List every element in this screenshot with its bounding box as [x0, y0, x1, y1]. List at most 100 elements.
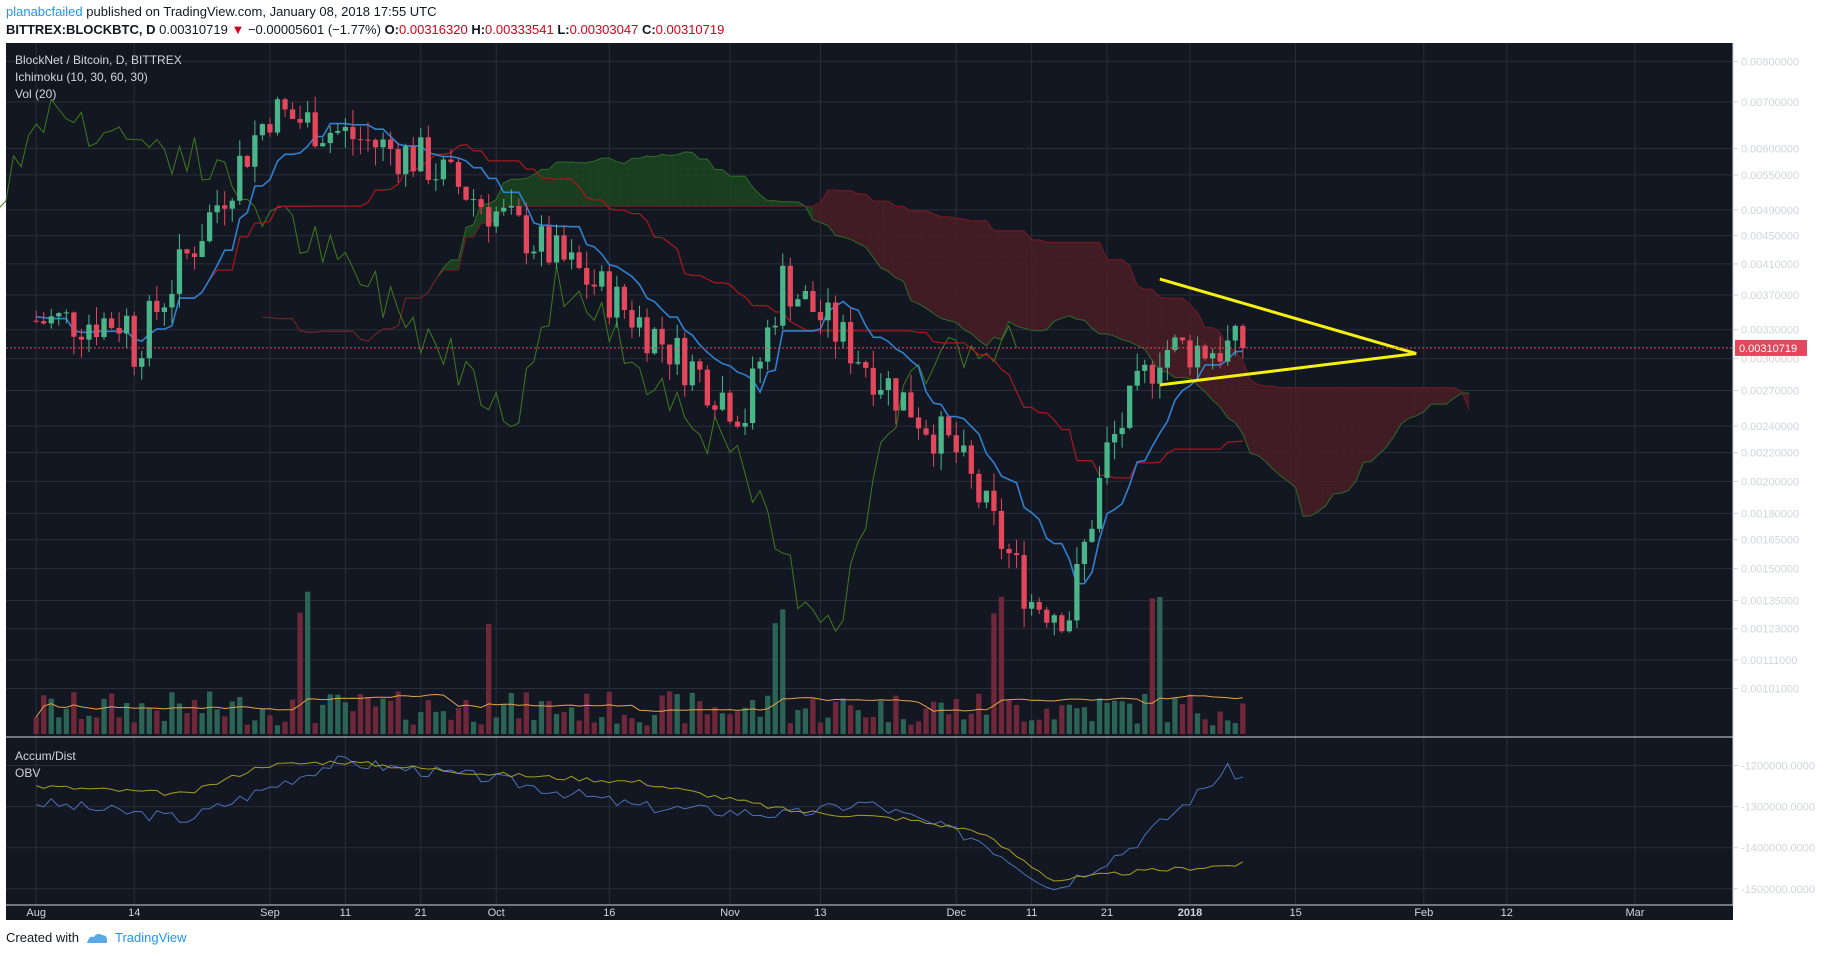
cloud-segment: [971, 220, 979, 341]
lower-axis-label: -1300000.0000: [1741, 802, 1815, 814]
candle-body: [1134, 370, 1140, 386]
lower-axis-label: -1400000.0000: [1741, 843, 1815, 855]
volume-bar: [591, 722, 597, 734]
price-axis-label: 0.00123000: [1741, 624, 1799, 636]
volume-bar: [1021, 721, 1027, 734]
candle-body: [297, 118, 303, 123]
cloud-segment: [933, 213, 942, 319]
volume-bar: [621, 714, 628, 734]
volume-bar: [1104, 702, 1110, 734]
cloud-segment: [828, 190, 836, 236]
cloud-segment: [767, 200, 776, 207]
candle-body: [749, 368, 756, 424]
candle-body: [599, 271, 605, 287]
time-axis-label: 12: [1501, 907, 1513, 919]
volume-bar: [757, 716, 763, 734]
volume-bar: [712, 707, 718, 734]
volume-bar: [1127, 703, 1133, 734]
candle-body: [893, 378, 899, 411]
price-axis-label: 0.00490000: [1741, 205, 1799, 217]
candle-body: [1194, 345, 1201, 368]
volume-bar: [1172, 697, 1178, 734]
chart-area[interactable]: 0.00800000 0.00700000 0.00600000 0.00550000…: [0, 43, 1824, 920]
candle-body: [131, 315, 137, 367]
candle-body: [63, 312, 69, 314]
candle-body: [410, 146, 416, 172]
cloud-segment: [1076, 242, 1085, 321]
tradingview-link[interactable]: TradingView: [114, 930, 187, 945]
candle-body: [1187, 340, 1193, 368]
cloud-segment: [1137, 285, 1145, 350]
volume-bar: [878, 700, 884, 734]
cloud-segment: [1061, 242, 1070, 319]
volume-bar: [1089, 721, 1095, 734]
cloud-segment: [956, 218, 964, 330]
cloud-segment: [1144, 289, 1153, 361]
candle-body: [734, 421, 741, 427]
candle-body: [780, 265, 786, 326]
volume-bar: [440, 711, 447, 734]
candle-body: [470, 199, 477, 201]
candle-body: [840, 322, 846, 342]
cloud-segment: [1054, 242, 1062, 321]
candle-body: [621, 286, 628, 311]
candle-body: [998, 511, 1005, 549]
open-value: 0.00316320: [399, 22, 468, 37]
time-axis-label: 21: [415, 907, 427, 919]
cloud-segment: [1333, 387, 1341, 494]
open-label: O:: [384, 22, 400, 37]
cloud-segment: [616, 161, 625, 207]
tenkan-sen-line: [36, 122, 1243, 585]
candle-body: [704, 369, 710, 406]
candle-body: [908, 392, 914, 418]
volume-bar: [727, 714, 733, 734]
author-link[interactable]: planabcfailed: [6, 4, 83, 19]
volume-bar: [1051, 719, 1057, 734]
candle-body: [252, 135, 258, 167]
volume-bar: [848, 705, 854, 734]
volume-bar: [531, 719, 537, 734]
candle-body: [1044, 609, 1050, 623]
price-axis-label: 0.00111000: [1741, 655, 1797, 667]
volume-bar: [765, 695, 771, 734]
current-price-label: 0.00310719: [1739, 343, 1797, 355]
candle-body: [440, 159, 447, 180]
candle-body: [169, 293, 175, 308]
volume-bar: [674, 694, 680, 734]
lower-axis-label: -1500000.0000: [1741, 884, 1815, 896]
candle-body: [244, 155, 250, 167]
candle-body: [108, 318, 115, 328]
triangle-annotation[interactable]: [1159, 277, 1417, 387]
cloud-segment: [1084, 242, 1092, 329]
price-axis-label: 0.00410000: [1741, 259, 1799, 271]
volume-bar: [139, 703, 145, 734]
candle-body: [772, 325, 778, 328]
candle-body: [1089, 528, 1095, 542]
cloud-segment: [533, 169, 542, 207]
candle-body: [1021, 555, 1027, 609]
volume-bar: [101, 698, 107, 734]
candle-body: [154, 300, 160, 312]
cloud-segment: [1257, 384, 1266, 462]
candle-body: [161, 307, 168, 312]
volume-bar: [998, 596, 1005, 734]
volume-bar: [825, 717, 831, 734]
volume-bar: [1202, 719, 1208, 734]
price-axis-label: 0.00550000: [1741, 170, 1799, 182]
volume-bar: [840, 698, 846, 734]
cloud-segment: [1363, 387, 1372, 463]
volume-bar: [1157, 597, 1163, 734]
volume-bar: [644, 725, 650, 734]
candle-body: [1149, 364, 1155, 384]
volume-bar: [33, 717, 39, 734]
volume-bar: [983, 714, 990, 734]
candle-body: [757, 361, 763, 369]
high-label: H:: [471, 22, 486, 37]
candle-body: [923, 428, 929, 435]
cloud-segment: [948, 216, 957, 323]
volume-bar: [425, 700, 431, 734]
volume-bar: [961, 719, 967, 734]
volume-bar: [222, 716, 228, 734]
time-axis-label: Oct: [488, 907, 505, 919]
candle-body: [214, 205, 220, 213]
